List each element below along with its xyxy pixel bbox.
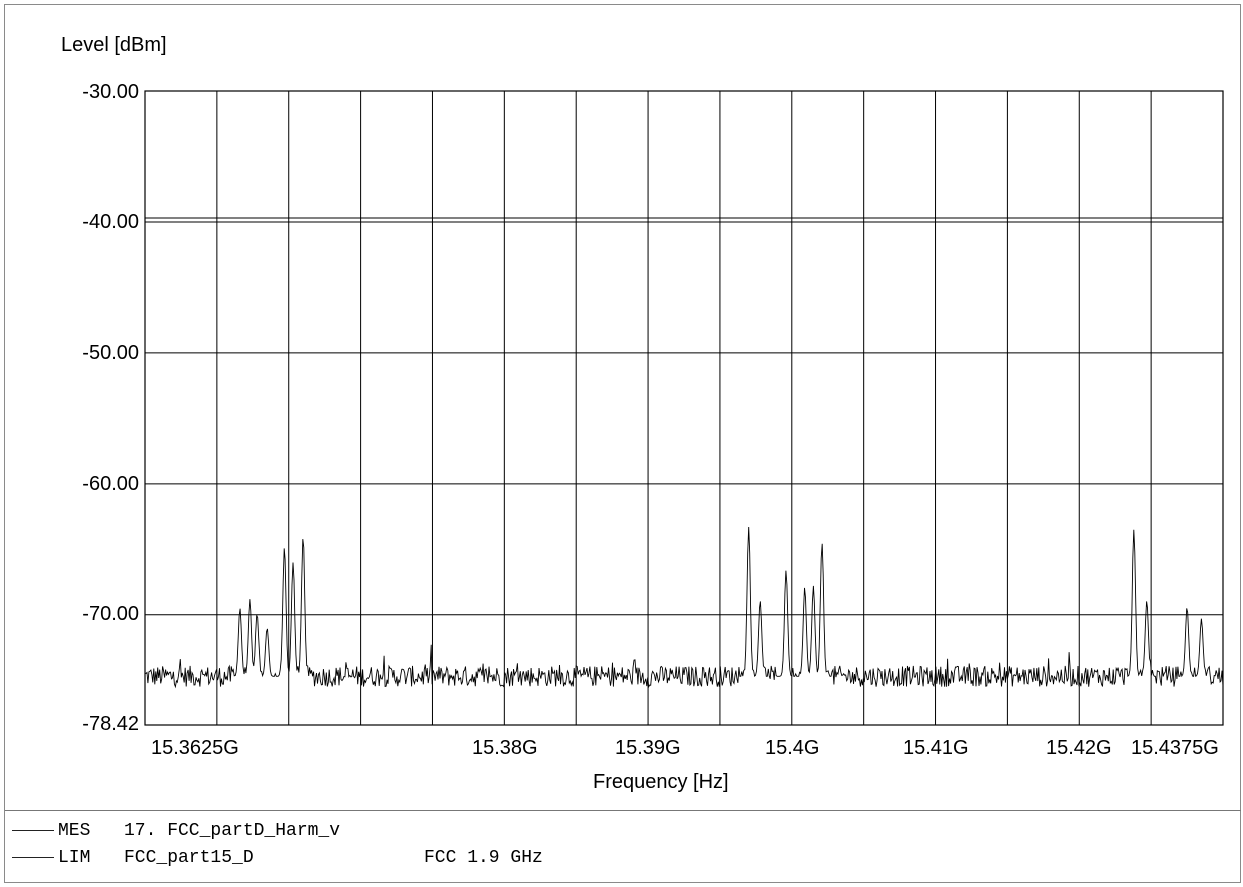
y-tick-label: -78.42 <box>82 713 139 735</box>
x-tick-label: 15.4375G <box>1131 737 1219 759</box>
legend-entry-lim: LIM FCC_part15_D FCC 1.9 GHz <box>12 848 543 868</box>
y-tick-label: -60.00 <box>82 473 139 495</box>
y-tick-label: -50.00 <box>82 342 139 364</box>
legend-code: MES <box>58 821 91 841</box>
x-tick-label: 15.38G <box>472 737 538 759</box>
legend-code: LIM <box>58 848 91 868</box>
x-tick-label: 15.3625G <box>151 737 239 759</box>
measurement-trace <box>144 526 1224 689</box>
x-tick-label: 15.41G <box>903 737 969 759</box>
legend-name: 17. FCC_partD_Harm_v <box>124 821 341 841</box>
x-tick-label: 15.42G <box>1046 737 1112 759</box>
y-tick-label: -40.00 <box>82 211 139 233</box>
x-tick-label: 15.4G <box>765 737 820 759</box>
plot-border <box>144 90 1224 726</box>
legend-divider <box>5 810 1241 811</box>
x-tick-label: 15.39G <box>615 737 681 759</box>
chart-frame <box>4 4 1241 883</box>
legend-note: FCC 1.9 GHz <box>424 848 543 868</box>
y-tick-label: -30.00 <box>82 81 139 103</box>
legend-line-swatch <box>12 856 54 858</box>
legend-line-swatch <box>12 829 54 831</box>
legend-entry-mes: MES 17. FCC_partD_Harm_v <box>12 821 424 841</box>
x-axis-label: Frequency [Hz] <box>593 771 729 793</box>
y-tick-label: -70.00 <box>82 603 139 625</box>
y-axis-label: Level [dBm] <box>61 34 167 56</box>
legend-name: FCC_part15_D <box>124 848 254 868</box>
